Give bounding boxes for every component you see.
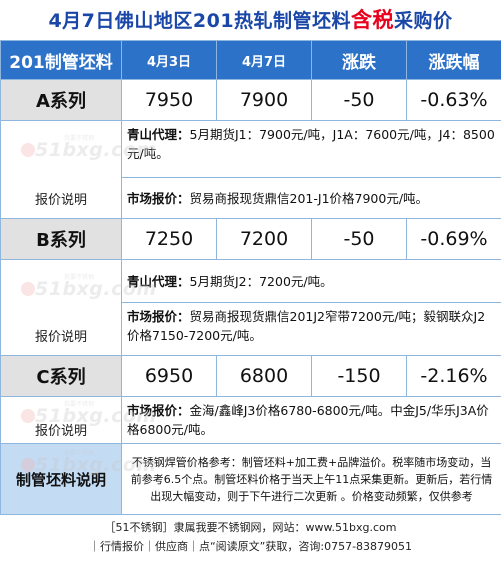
header-date2: 4月7日	[216, 40, 312, 80]
watermark-logo-icon	[21, 143, 35, 157]
quote-note-label-text: 报价说明	[34, 424, 87, 439]
quote-note-label: 51bxg.com 我要不锈钢 报价说明	[0, 396, 156, 444]
price-table: 201制管坯料 4月3日 4月7日 涨跌 涨跌幅 A系列 7950 7900 -…	[0, 40, 501, 515]
price-date2: 7900	[216, 79, 312, 121]
table-row: A系列 7950 7900 -50 -0.63%	[0, 79, 501, 121]
table-row: B系列 7250 7200 -50 -0.69%	[0, 218, 501, 260]
watermark-logo: 51bxg.com 我要不锈钢	[15, 448, 156, 480]
quote-info: 市场报价：贸易商报现货鼎信201-J1价格7900元/吨。	[121, 177, 501, 219]
quote-info: 市场报价：金海/鑫峰J3价格6780-6800元/吨。中金J5/华乐J3A价格6…	[121, 396, 501, 444]
info-key: 市场报价：	[127, 403, 190, 418]
info-text: 5月期货J2：7200元/吨。	[189, 273, 333, 289]
title-suffix: 采购价	[394, 10, 453, 32]
price-change: -150	[311, 355, 407, 397]
info-text: 贸易商报现货鼎信201J2窄带7200元/吨；毅钢联众J2价格7150-7200…	[127, 309, 486, 343]
page-footer: ［51不锈钢］隶属我要不锈钢网，网站：www.51bxg.com ｜行情报价｜供…	[0, 518, 501, 556]
pipe-billet-note-label-text: 制管坯料说明	[15, 470, 106, 489]
pipe-billet-note-label: 51bxg.com 我要不锈钢 制管坯料说明	[0, 443, 156, 515]
series-name: B系列	[0, 218, 122, 260]
title-highlight: 含税	[351, 8, 395, 32]
price-change: -50	[311, 79, 407, 121]
series-name: A系列	[0, 79, 122, 121]
watermark-logo: 51bxg.com 我要不锈钢	[15, 133, 156, 165]
watermark-logo: 51bxg.com 我要不锈钢	[15, 399, 156, 431]
info-text: 贸易商报现货鼎信201-J1价格7900元/吨。	[189, 190, 429, 206]
price-date2: 6800	[216, 355, 312, 397]
header-change: 涨跌	[311, 40, 407, 80]
info-key: 青山代理：	[127, 273, 190, 289]
price-date1: 6950	[121, 355, 217, 397]
info-key: 青山代理：	[127, 127, 190, 142]
price-date1: 7950	[121, 79, 217, 121]
info-key: 市场报价：	[127, 190, 190, 206]
footer-line-1: ［51不锈钢］隶属我要不锈钢网，网站：www.51bxg.com	[104, 521, 397, 534]
table-row-info: 51bxg.com 我要不锈钢 报价说明 市场报价：金海/鑫峰J3价格6780-…	[0, 396, 501, 444]
table-note-row: 51bxg.com 我要不锈钢 制管坯料说明 不锈钢焊管价格参考：制管坯料+加工…	[0, 443, 501, 515]
info-text: 金海/鑫峰J3价格6780-6800元/吨。中金J5/华乐J3A价格6800元/…	[127, 403, 489, 437]
price-change-pct: -0.69%	[406, 218, 501, 260]
page-title: 4月7日佛山地区201热轧制管坯料含税采购价	[0, 0, 501, 40]
header-product: 201制管坯料	[0, 40, 122, 80]
watermark-logo-icon	[21, 458, 35, 472]
quote-info: 青山代理：5月期货J1：7900元/吨，J1A：7600元/吨，J4：8500元…	[121, 120, 501, 178]
header-change-pct: 涨跌幅	[406, 40, 501, 80]
quote-info: 青山代理：5月期货J2：7200元/吨。	[121, 259, 501, 303]
table-header-row: 201制管坯料 4月3日 4月7日 涨跌 涨跌幅	[0, 40, 501, 80]
info-text: 5月期货J1：7900元/吨，J1A：7600元/吨，J4：8500元/吨。	[127, 127, 495, 161]
series-name: C系列	[0, 355, 122, 397]
quote-note-label: 51bxg.com 我要不锈钢 报价说明	[0, 259, 156, 356]
table-row-info: 市场报价：贸易商报现货鼎信201J2窄带7200元/吨；毅钢联众J2价格7150…	[1, 302, 501, 356]
table-row-info: 市场报价：贸易商报现货鼎信201-J1价格7900元/吨。	[1, 177, 501, 219]
price-change-pct: -0.63%	[406, 79, 501, 121]
watermark-logo-icon	[21, 282, 35, 296]
header-date1: 4月3日	[121, 40, 217, 80]
footer-line-2: ｜行情报价｜供应商｜点“阅读原文”获取，咨询:0757-83879051	[88, 540, 413, 553]
table-row-info: 51bxg.com 我要不锈钢 报价说明 青山代理：5月期货J2：7200元/吨…	[0, 259, 501, 356]
pipe-billet-note-text: 不锈钢焊管价格参考：制管坯料+加工费+品牌溢价。税率随市场变动，当前参考6.5个…	[121, 443, 501, 515]
price-change: -50	[311, 218, 407, 260]
info-key: 市场报价：	[127, 309, 190, 324]
title-prefix: 4月7日佛山地区201热轧制管坯料	[48, 10, 352, 32]
watermark-logo-icon	[21, 409, 35, 423]
watermark-logo: 51bxg.com 我要不锈钢	[15, 272, 156, 304]
quote-note-label-text: 报价说明	[34, 193, 87, 208]
quote-info: 市场报价：贸易商报现货鼎信201J2窄带7200元/吨；毅钢联众J2价格7150…	[121, 302, 501, 356]
price-date1: 7250	[121, 218, 217, 260]
quote-note-label: 51bxg.com 我要不锈钢 报价说明	[0, 120, 156, 219]
table-row-info: 51bxg.com 我要不锈钢 报价说明 青山代理：5月期货J1：7900元/吨…	[0, 120, 501, 219]
table-row: C系列 6950 6800 -150 -2.16%	[0, 355, 501, 397]
price-date2: 7200	[216, 218, 312, 260]
quote-note-label-text: 报价说明	[34, 330, 87, 345]
price-change-pct: -2.16%	[406, 355, 501, 397]
